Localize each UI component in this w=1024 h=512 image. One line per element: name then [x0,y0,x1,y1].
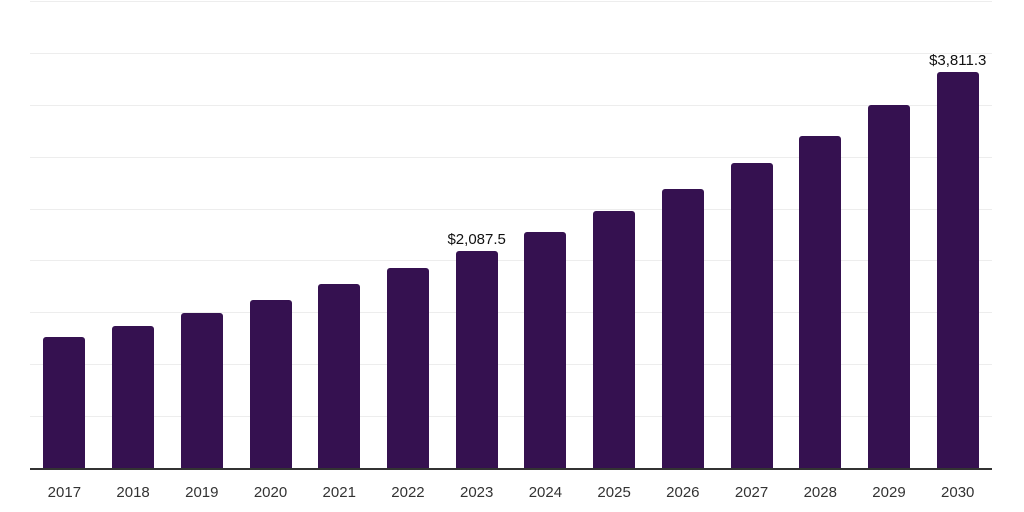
x-axis-labels: 2017 2018 2019 2020 2021 2022 2023 2024 2025 2026… [30,472,992,512]
bar-slot [99,1,168,468]
x-axis-label: 2022 [391,483,425,501]
x-axis-label: 2028 [803,483,837,501]
gridline [30,156,992,158]
gridline [30,208,992,210]
gridline [30,312,992,314]
bar-slot [236,1,305,468]
bar [249,299,292,468]
bar-slot [30,1,99,468]
bar-slot: $3,811.3 [923,1,992,468]
bar-slot [855,1,924,468]
gridline [30,416,992,418]
x-axis-label: 2017 [47,483,82,501]
bars: $2,087.5 $3,811.3 [30,1,992,468]
bar-value-label: $3,811.3 [929,52,987,70]
gridline [30,364,992,366]
bar [799,136,842,468]
bar-slot [580,1,649,468]
x-axis-label: 2020 [253,483,288,501]
x-axis-label: 2024 [528,483,563,501]
x-axis-label: 2019 [185,483,219,501]
bar [112,325,155,468]
bar-slot [167,1,236,468]
gridline [30,1,992,2]
x-axis-label: 2029 [872,483,906,501]
bar-slot [648,1,717,468]
bar-slot [305,1,374,468]
x-axis-label: 2027 [734,483,769,501]
plot-area: $2,087.5 $3,811.3 [30,1,992,470]
x-axis-label: 2025 [597,483,631,501]
bar [318,283,361,468]
x-axis-label: 2021 [322,483,356,501]
bar-value-label: $2,087.5 [447,231,506,249]
bar [455,251,498,468]
bar [593,211,636,468]
bar-slot [511,1,580,468]
bar [386,268,429,468]
bar [524,232,567,468]
bar [180,312,223,468]
bar [43,337,86,468]
bar [936,72,979,468]
bar-slot [374,1,443,468]
gridline [30,52,992,54]
x-axis-label: 2030 [941,483,975,501]
bar-slot [786,1,855,468]
bar [661,188,704,468]
gridline [30,260,992,262]
bar-slot: $2,087.5 [442,1,511,468]
bar [867,105,910,468]
bar [730,163,773,468]
x-axis-label: 2018 [116,483,150,501]
bar-slot [717,1,786,468]
gridline [30,104,992,106]
x-axis-label: 2023 [459,483,494,501]
x-axis-label: 2026 [666,483,700,501]
